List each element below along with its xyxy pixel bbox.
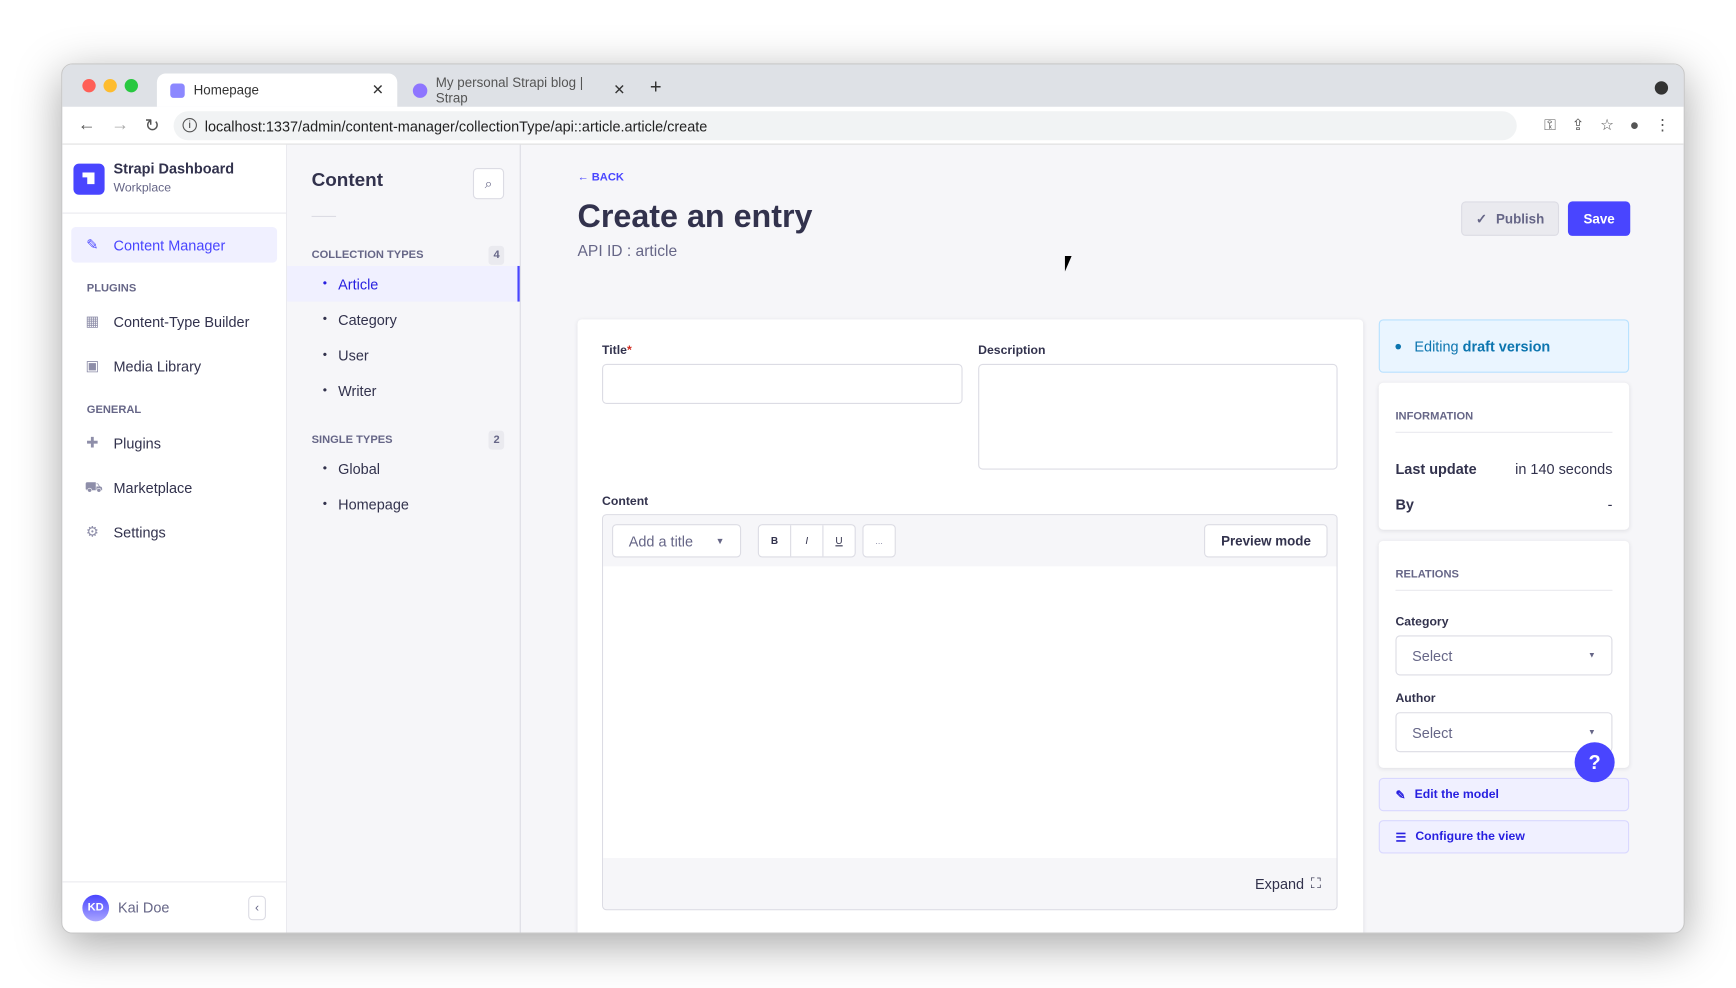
tab-bar: Homepage ✕ My personal Strapi blog | Stra… [62,64,1684,107]
subnav-title: Content [311,169,384,191]
sidebar-item-content-type-builder[interactable]: ▦ Content-Type Builder [85,312,250,330]
url-input[interactable]: i localhost:1337/admin/content-manager/co… [173,111,1517,141]
avatar: KD [82,894,110,921]
category-select[interactable]: Select ▼ [1395,635,1613,676]
publish-button[interactable]: ✓ Publish [1461,201,1560,236]
share-icon[interactable]: ⇪ [1571,115,1585,134]
api-id: API ID : article [577,241,678,260]
main-sidebar: Strapi Dashboard Workplace ✎ Content Manag… [62,144,288,933]
subnav-item-global[interactable]: Global [287,451,520,487]
general-heading: GENERAL [86,403,142,417]
puzzle-icon: ✚ [86,433,99,451]
menu-icon[interactable]: ⋮ [1654,115,1671,134]
subnav-item-user[interactable]: User [287,337,520,373]
help-button[interactable]: ? [1574,742,1615,783]
maximize-window-button[interactable] [124,79,138,93]
info-icon[interactable]: i [182,117,197,133]
tab-search-icon[interactable] [1654,81,1669,95]
divider [311,215,337,217]
close-tab-icon[interactable]: ✕ [613,81,626,98]
draft-status-banner: Editing draft version [1378,319,1630,373]
sidebar-item-settings[interactable]: ⚙ Settings [85,523,166,541]
title-input[interactable] [602,363,963,404]
sidebar-item-media-library[interactable]: ▣ Media Library [85,357,202,375]
preview-mode-button[interactable]: Preview mode [1204,524,1328,558]
browser-tab-homepage[interactable]: Homepage ✕ [156,73,398,107]
underline-button[interactable]: U [835,535,843,547]
back-link[interactable]: ← BACK [577,171,624,184]
expand-button[interactable]: Expand ⛶ [603,857,1337,910]
back-arrow-icon[interactable]: ← [77,115,96,135]
forward-arrow-icon[interactable]: → [111,115,130,135]
strapi-favicon-icon [170,82,185,98]
pen-icon: ✎ [86,235,99,253]
information-card: INFORMATION Last update in 140 seconds By… [1378,382,1630,530]
title-label: Title* [602,343,632,358]
caret-down-icon: ▼ [715,535,725,546]
minimize-window-button[interactable] [103,79,117,93]
sidebar-item-content-manager[interactable]: ✎ Content Manager [71,227,278,263]
caret-down-icon: ▼ [1588,728,1596,737]
bold-button[interactable]: B [759,525,792,557]
rich-text-editor: Add a title ▼ B I U ... Preview mode Expa… [602,514,1338,911]
sidebar-item-plugins[interactable]: ✚ Plugins [86,433,161,452]
relations-card: RELATIONS Category Select ▼ Author Select… [1378,540,1630,768]
mouse-cursor [1064,255,1072,272]
blog-favicon-icon [412,82,427,98]
format-group: B I U [757,524,856,558]
entry-form: Title* Description Content Add a title ▼ … [577,319,1364,933]
check-icon: ✓ [1475,210,1488,227]
address-bar: ← → ↻ i localhost:1337/admin/content-mana… [62,106,1684,145]
browser-tab-blog[interactable]: My personal Strapi blog | Strap ✕ [399,73,638,106]
italic-button[interactable]: I [791,525,824,557]
strapi-logo-icon [73,163,105,195]
layout-icon: ▦ [85,312,100,330]
user-menu[interactable]: KD Kai Doe ‹ [62,881,286,932]
reload-icon[interactable]: ↻ [144,116,160,136]
search-icon: ⌕ [484,175,493,192]
key-icon[interactable]: ⚿ [1544,115,1556,134]
edit-model-link[interactable]: ✎ Edit the model [1378,777,1630,812]
save-button[interactable]: Save [1567,201,1631,236]
subnav-item-category[interactable]: Category [287,302,520,338]
plugins-heading: PLUGINS [86,282,137,295]
more-button[interactable]: ... [862,524,896,558]
author-select[interactable]: Select ▼ [1395,712,1613,753]
pencil-icon: ✎ [1395,788,1406,802]
subnav-item-writer[interactable]: Writer [287,373,520,409]
collapse-sidebar-button[interactable]: ‹ [248,895,266,920]
close-window-button[interactable] [82,79,96,93]
search-button[interactable]: ⌕ [472,168,505,200]
sidebar-item-marketplace[interactable]: ⛟ Marketplace [84,478,193,496]
heading-select[interactable]: Add a title ▼ [612,524,742,558]
editor-toolbar: Add a title ▼ B I U ... Preview mode [603,515,1337,567]
editor-body[interactable] [603,566,1337,858]
description-textarea[interactable] [978,363,1338,470]
browser-window: Homepage ✕ My personal Strapi blog | Stra… [61,63,1685,934]
cart-icon: ⛟ [84,478,103,496]
page-title: Create an entry [577,199,813,235]
count-badge: 4 [489,245,505,265]
content-label: Content [602,495,649,509]
main-content: ← BACK Create an entry API ID : article … [521,145,1684,933]
image-icon: ▣ [85,357,100,374]
profile-icon[interactable]: ● [1629,115,1640,134]
brand: Strapi Dashboard Workplace [62,145,286,214]
subnav-item-homepage[interactable]: Homepage [287,486,520,522]
new-tab-button[interactable]: + [649,75,662,98]
description-label: Description [978,343,1046,358]
close-tab-icon[interactable]: ✕ [371,81,384,98]
gear-icon: ⚙ [85,523,99,540]
caret-down-icon: ▼ [1588,651,1596,660]
expand-icon: ⛶ [1310,874,1321,892]
list-icon: ☰ [1395,830,1407,845]
star-icon[interactable]: ☆ [1600,115,1615,134]
count-badge: 2 [489,430,505,450]
configure-view-link[interactable]: ☰ Configure the view [1378,820,1630,854]
subnav-item-article[interactable]: Article [287,265,520,302]
